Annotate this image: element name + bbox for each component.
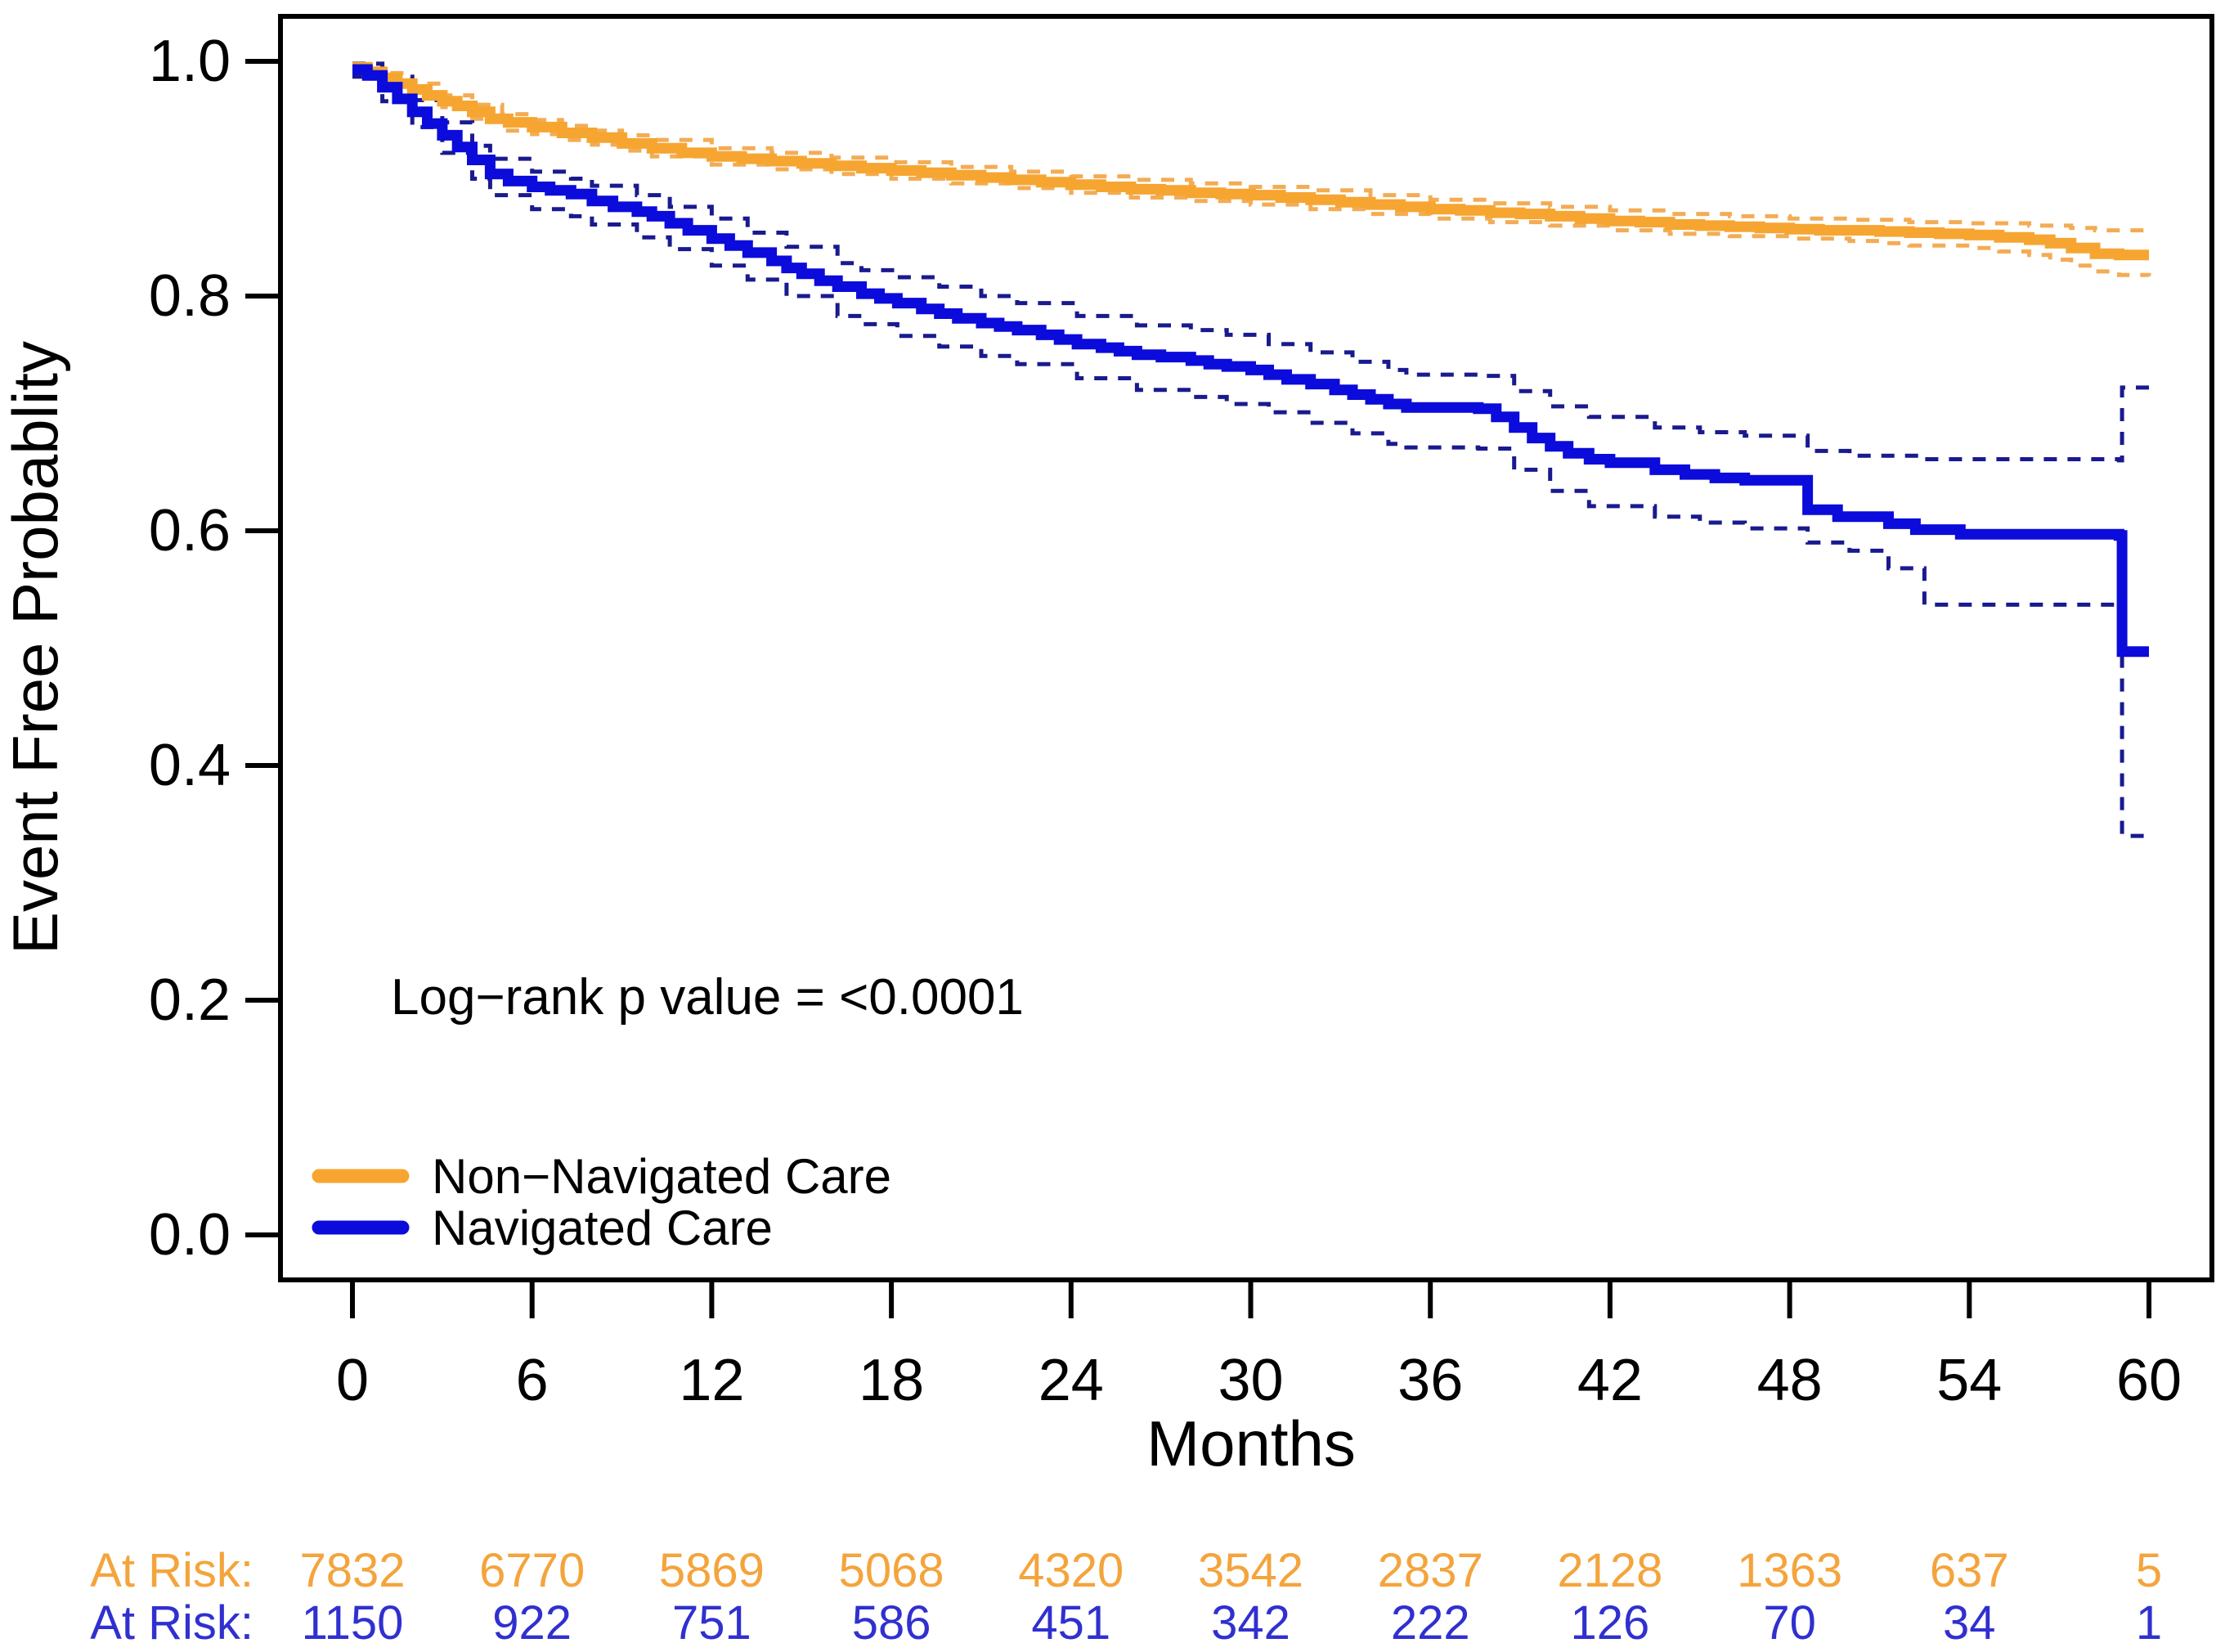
- at-risk-table: At Risk: At Risk:: [90, 1544, 253, 1650]
- at-risk-value: 70: [1763, 1596, 1816, 1650]
- at-risk-value: 1363: [1737, 1544, 1842, 1597]
- at-risk-value: 451: [1031, 1596, 1110, 1650]
- km-curve-navigated-care: [352, 64, 2149, 658]
- at-risk-value: 637: [1930, 1544, 2009, 1597]
- x-tick-label: 60: [2116, 1348, 2182, 1413]
- at-risk-value: 922: [492, 1596, 572, 1650]
- x-tick-label: 18: [859, 1348, 924, 1413]
- at-risk-value: 5869: [659, 1544, 765, 1597]
- y-tick-label: 1.0: [149, 29, 231, 94]
- y-tick-label: 0.0: [149, 1202, 231, 1268]
- at-risk-value: 34: [1943, 1596, 1996, 1650]
- x-tick-label: 42: [1577, 1348, 1643, 1413]
- y-tick-label: 0.4: [149, 733, 231, 798]
- x-tick-label: 48: [1757, 1348, 1823, 1413]
- x-axis-ticks: 0 6 12 18 24 30 36 42 48 54 60: [336, 1280, 2182, 1413]
- x-tick-label: 12: [679, 1348, 744, 1413]
- at-risk-value: 2128: [1557, 1544, 1662, 1597]
- y-axis-title: Event Free Probablity: [0, 341, 71, 954]
- y-tick-label: 0.2: [149, 967, 231, 1033]
- at-risk-value: 751: [672, 1596, 751, 1650]
- x-tick-label: 0: [336, 1348, 369, 1413]
- legend-label-non-navigated: Non−Navigated Care: [432, 1149, 891, 1204]
- at-risk-value: 1: [2136, 1596, 2162, 1650]
- legend-label-navigated: Navigated Care: [432, 1201, 773, 1255]
- plot-frame: [278, 14, 2214, 1282]
- at-risk-value: 4320: [1018, 1544, 1124, 1597]
- ci-curve-non-navigated-care-95-ci-lower: [352, 69, 2151, 277]
- at-risk-value: 6770: [479, 1544, 585, 1597]
- at-risk-value: 342: [1211, 1596, 1290, 1650]
- ci-curve-navigated-care-95-ci-lower: [352, 74, 2149, 838]
- legend: Non−Navigated Care Navigated Care: [312, 1149, 891, 1255]
- x-axis-title: Months: [1146, 1407, 1356, 1479]
- log-rank-annotation: Log−rank p value = <0.0001: [391, 969, 1024, 1026]
- y-tick-label: 0.6: [149, 498, 231, 563]
- at-risk-values: 7832 6770 5869 5068 4320 3542 2837 2128 1363 637 5…: [299, 1544, 2162, 1650]
- ci-curve-navigated-care-95-ci-upper: [352, 61, 2149, 463]
- at-risk-value: 2837: [1378, 1544, 1483, 1597]
- at-risk-value: 126: [1571, 1596, 1650, 1650]
- x-tick-label: 54: [1936, 1348, 2002, 1413]
- km-curve-non-navigated-care: [352, 61, 2149, 261]
- at-risk-label-navigated: At Risk:: [90, 1596, 253, 1650]
- at-risk-label-non-navigated: At Risk:: [90, 1544, 253, 1597]
- at-risk-value: 7832: [299, 1544, 405, 1597]
- at-risk-value: 222: [1391, 1596, 1470, 1650]
- at-risk-value: 586: [852, 1596, 931, 1650]
- at-risk-value: 1150: [302, 1596, 404, 1650]
- y-tick-label: 0.8: [149, 263, 231, 329]
- x-tick-label: 6: [516, 1348, 549, 1413]
- at-risk-value: 5: [2136, 1544, 2162, 1597]
- survival-curves: [352, 61, 2151, 838]
- x-tick-label: 36: [1397, 1348, 1463, 1413]
- at-risk-value: 5068: [839, 1544, 944, 1597]
- at-risk-value: 3542: [1198, 1544, 1303, 1597]
- x-tick-label: 24: [1038, 1348, 1104, 1413]
- x-tick-label: 30: [1218, 1348, 1283, 1413]
- y-axis-ticks: 1.0 0.8 0.6 0.4 0.2 0.0: [149, 29, 280, 1268]
